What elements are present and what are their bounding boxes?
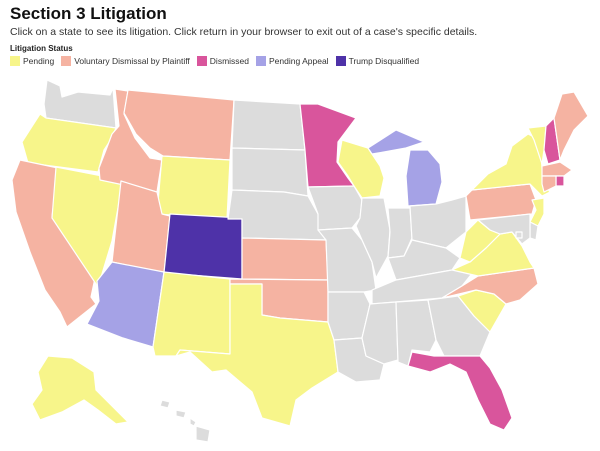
legend-item-dismissed: Dismissed <box>196 56 249 66</box>
legend-label-trump-disqualified: Trump Disqualified <box>348 56 420 66</box>
state-VT[interactable] <box>527 125 547 165</box>
state-DC[interactable] <box>515 231 523 239</box>
state-MI[interactable] <box>367 129 443 207</box>
legend-item-voluntary-dismissal: Voluntary Dismissal by Plaintiff <box>61 56 190 66</box>
legend-label-voluntary-dismissal: Voluntary Dismissal by Plaintiff <box>74 56 190 66</box>
state-SD[interactable] <box>231 147 309 197</box>
state-MA[interactable] <box>541 161 573 177</box>
state-KS[interactable] <box>241 237 329 281</box>
legend-item-pending: Pending <box>10 56 54 66</box>
legend-swatch-trump-disqualified <box>335 56 346 66</box>
state-FL[interactable] <box>407 351 513 431</box>
state-MN[interactable] <box>299 103 357 188</box>
legend-label-pending: Pending <box>23 56 55 66</box>
state-AK[interactable] <box>31 355 129 425</box>
legend-label-pending-appeal: Pending Appeal <box>269 56 329 66</box>
page-subtitle: Click on a state to see its litigation. … <box>10 26 478 38</box>
legend-swatch-dismissed <box>196 56 207 66</box>
legend: Pending Voluntary Dismissal by Plaintiff… <box>10 56 419 66</box>
legend-swatch-pending <box>10 56 20 66</box>
state-NC[interactable] <box>441 267 539 305</box>
page-title: Section 3 Litigation <box>10 4 167 23</box>
state-RI[interactable] <box>555 175 565 187</box>
state-NM[interactable] <box>152 271 231 357</box>
state-CO[interactable] <box>163 213 243 280</box>
state-IL[interactable] <box>355 197 391 279</box>
state-WY[interactable] <box>156 155 231 220</box>
legend-label-dismissed: Dismissed <box>209 56 249 66</box>
state-CT[interactable] <box>541 175 557 193</box>
state-TX[interactable] <box>175 283 339 427</box>
legend-swatch-pending-appeal <box>256 56 266 66</box>
legend-title: Litigation Status <box>10 44 73 53</box>
state-ND[interactable] <box>231 99 306 151</box>
legend-item-pending-appeal: Pending Appeal <box>256 56 329 66</box>
state-HI[interactable] <box>159 399 211 443</box>
state-ME[interactable] <box>553 91 589 161</box>
state-NH[interactable] <box>543 117 561 165</box>
state-WA[interactable] <box>43 79 117 129</box>
us-states-map <box>11 79 589 443</box>
legend-item-trump-disqualified: Trump Disqualified <box>335 56 420 66</box>
legend-swatch-voluntary-dismissal <box>61 56 72 66</box>
